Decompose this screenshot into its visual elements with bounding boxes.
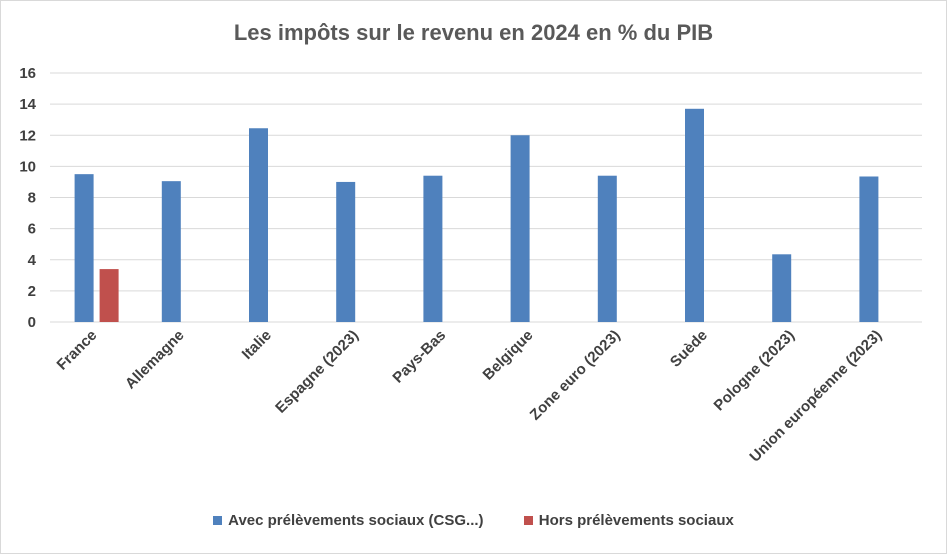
- bar-series-1-3: [336, 181, 356, 322]
- legend-label-series-1: Avec prélèvements sociaux (CSG...): [228, 512, 484, 529]
- y-tick-label: 10: [19, 158, 36, 175]
- legend-label-series-2: Hors prélèvements sociaux: [538, 512, 734, 529]
- bar-series-1-4: [423, 175, 443, 322]
- legend-item-series-1: Avec prélèvements sociaux (CSG...): [213, 512, 484, 529]
- x-category-label: Suède: [667, 327, 711, 371]
- y-tick-label: 2: [28, 283, 36, 300]
- y-tick-label: 16: [19, 65, 36, 82]
- x-category-label: Pologne (2023): [711, 327, 798, 414]
- legend-swatch-series-1: [213, 515, 223, 525]
- legend-item-series-2: Hors prélèvements sociaux: [523, 512, 734, 529]
- x-category-label: Zone euro (2023): [527, 327, 624, 424]
- bar-series-1-2: [249, 128, 268, 322]
- chart-title: Les impôts sur le revenu en 2024 en % du…: [233, 20, 714, 45]
- y-tick-label: 8: [28, 190, 36, 207]
- bar-series-1-8: [772, 254, 792, 322]
- legend-swatch-series-2: [523, 515, 533, 525]
- bar-series-1-5: [510, 135, 530, 322]
- x-category-label: Pays-Bas: [389, 327, 449, 387]
- y-tick-label: 0: [28, 314, 36, 331]
- x-category-label: Belgique: [480, 327, 537, 384]
- x-category-label: France: [54, 327, 101, 374]
- bar-series-1-0: [74, 174, 94, 322]
- bar-series-1-7: [685, 108, 704, 322]
- y-tick-label: 6: [28, 221, 36, 238]
- chart-legend: Avec prélèvements sociaux (CSG...) Hors …: [0, 512, 947, 529]
- bar-series-1-1: [161, 181, 181, 322]
- y-tick-label: 12: [19, 127, 36, 144]
- bar-series-2-0: [99, 269, 119, 322]
- x-category-label: Espagne (2023): [272, 327, 362, 417]
- bar-series-1-6: [597, 175, 617, 322]
- x-category-label: Italie: [239, 327, 275, 363]
- x-category-label: Allemagne: [122, 327, 188, 393]
- bar-series-1-9: [859, 176, 879, 322]
- y-tick-label: 14: [19, 96, 36, 113]
- y-tick-label: 4: [28, 252, 37, 269]
